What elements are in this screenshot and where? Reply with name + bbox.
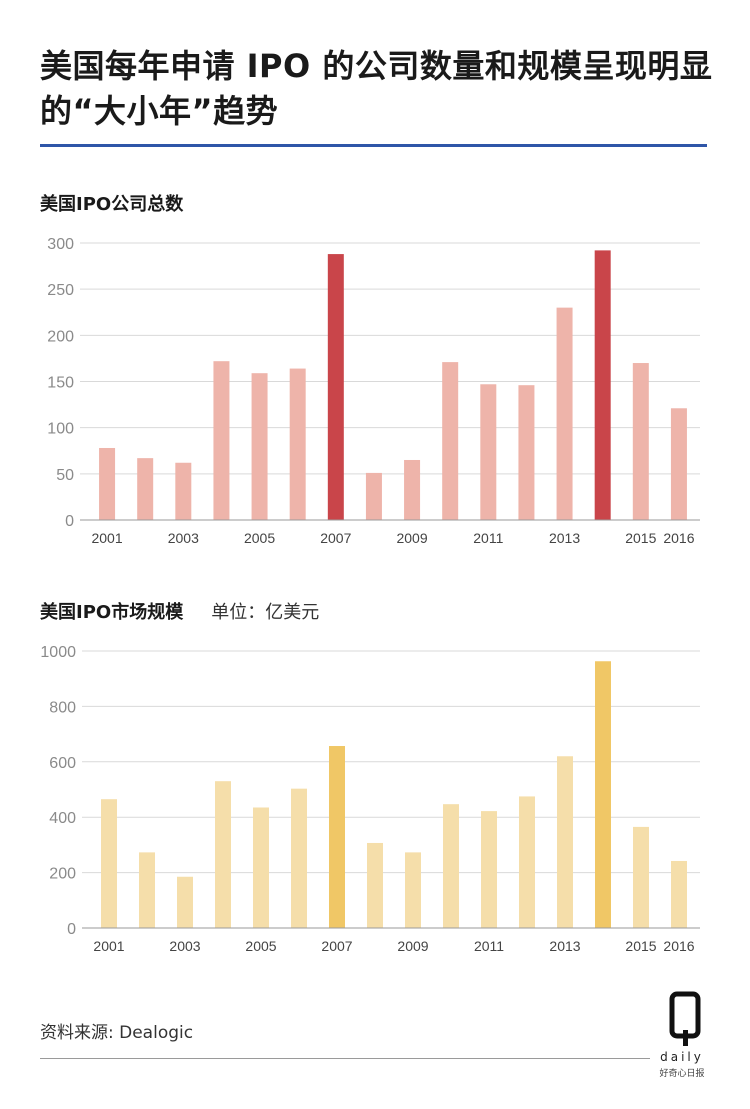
bar-2004 [215, 781, 231, 928]
y-tick-label: 1000 [40, 644, 76, 661]
bar-2011 [481, 811, 497, 928]
bar-2015 [632, 363, 649, 520]
x-tick-label: 2009 [397, 938, 428, 954]
bar-2003 [175, 462, 192, 520]
x-tick-label: 2011 [473, 530, 503, 546]
bar-2006 [291, 788, 307, 928]
page-title: 美国每年申请 IPO 的公司数量和规模呈现明显的“大小年”趋势 [40, 47, 713, 130]
bar-2014 [595, 661, 611, 928]
bar-2005 [253, 807, 269, 928]
footer-divider [40, 1058, 650, 1059]
x-tick-label: 2001 [91, 530, 122, 546]
y-tick-label: 300 [47, 236, 74, 253]
x-tick-label: 2001 [93, 938, 124, 954]
bar-2007 [329, 746, 345, 928]
y-tick-label: 150 [47, 375, 74, 392]
bar-2016 [670, 408, 687, 520]
bar-2005 [251, 373, 268, 520]
y-tick-label: 0 [65, 513, 74, 530]
x-tick-label: 2003 [169, 938, 200, 954]
x-tick-label: 2015 [625, 938, 656, 954]
y-tick-label: 200 [49, 866, 76, 883]
chart-1-title: 美国IPO公司总数 [40, 190, 211, 216]
x-tick-label: 2016 [663, 530, 694, 546]
y-tick-label: 100 [47, 421, 74, 438]
source-note: 资料来源: Dealogic [40, 1023, 194, 1043]
bar-2008 [365, 472, 382, 520]
y-tick-label: 0 [67, 921, 76, 938]
bar-2015 [633, 826, 649, 928]
chart-2-title: 美国IPO市场规模 单位：亿美元 [40, 598, 319, 624]
y-tick-label: 400 [49, 810, 76, 827]
q-logo-icon [669, 991, 701, 1046]
title-divider [40, 144, 707, 147]
bar-2009 [404, 459, 421, 520]
chart-2-title-text: 美国IPO市场规模 [40, 602, 184, 623]
ipo-count-bar-chart: 0 50 100 150 200 250 300 2001 2003 2005 2007 2009 20… [47, 236, 700, 546]
x-tick-label: 2005 [245, 938, 276, 954]
bar-2002 [137, 458, 154, 520]
x-tick-label: 2015 [625, 530, 656, 546]
bar-2003 [177, 876, 193, 928]
bar-2008 [367, 842, 383, 928]
ipo-size-bar-chart: 0 200 400 600 800 1000 2001 2003 2005 2007 2009 201… [40, 644, 700, 954]
chart-1-title-text: 美国IPO公司总数 [40, 194, 184, 215]
x-tick-label: 2013 [549, 938, 580, 954]
y-tick-label: 800 [49, 699, 76, 716]
y-tick-label: 250 [47, 282, 74, 299]
bar-2010 [443, 804, 459, 928]
chart-2-subtitle: 单位：亿美元 [211, 602, 320, 623]
bar-2013 [556, 307, 573, 520]
bar-2012 [518, 385, 535, 520]
x-tick-label: 2003 [168, 530, 199, 546]
y-tick-label: 600 [49, 755, 76, 772]
logo-tagline: 好奇心日报 [659, 1069, 705, 1079]
x-tick-label: 2007 [320, 530, 351, 546]
x-tick-label: 2016 [663, 938, 694, 954]
qdaily-logo: daily 好奇心日报 [652, 990, 712, 1080]
bar-2001 [99, 447, 116, 520]
logo-wordmark: daily [660, 1050, 704, 1064]
x-tick-label: 2011 [474, 938, 504, 954]
y-tick-label: 200 [47, 328, 74, 345]
bar-2012 [519, 796, 535, 928]
y-tick-label: 50 [56, 467, 74, 484]
x-tick-label: 2005 [244, 530, 275, 546]
bar-2013 [557, 756, 573, 928]
x-tick-label: 2007 [321, 938, 352, 954]
bar-2010 [442, 362, 459, 520]
x-tick-label: 2013 [549, 530, 580, 546]
bar-2014 [594, 250, 611, 521]
bar-2011 [480, 384, 497, 520]
bar-2016 [671, 860, 687, 928]
bar-2009 [405, 852, 421, 928]
bar-2002 [139, 852, 155, 928]
x-tick-label: 2009 [396, 530, 427, 546]
bar-2001 [101, 799, 117, 928]
bar-2006 [289, 368, 306, 520]
bar-2004 [213, 361, 230, 520]
bar-2007 [327, 254, 344, 520]
